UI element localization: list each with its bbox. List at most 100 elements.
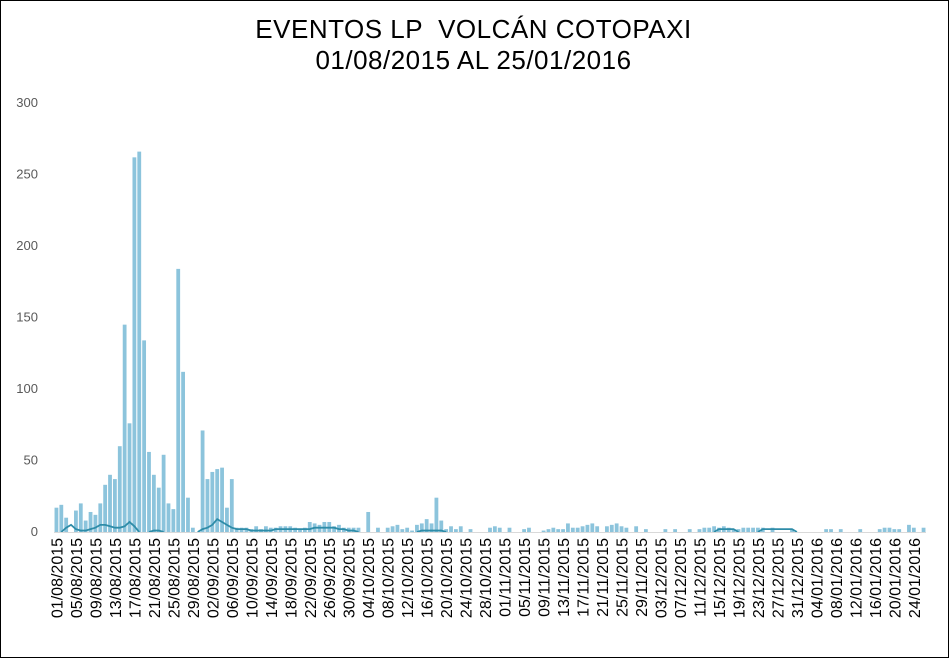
x-tick-label: 26/09/2015 [322, 538, 339, 618]
bar [190, 527, 195, 532]
x-tick-label: 06/09/2015 [225, 538, 242, 618]
bar [454, 529, 458, 532]
x-tick-label: 20/10/2015 [439, 538, 456, 618]
x-tick-label: 29/11/2015 [634, 538, 651, 617]
bar [156, 487, 161, 532]
bar [590, 523, 595, 532]
bar [570, 527, 575, 532]
bar [585, 524, 590, 532]
x-tick-label: 01/11/2015 [498, 538, 515, 617]
bar [444, 529, 449, 532]
bar [161, 454, 166, 532]
bar [522, 529, 526, 532]
bar [356, 527, 361, 532]
bar [488, 527, 492, 532]
bar [210, 471, 215, 532]
bar [624, 527, 629, 532]
bar [575, 527, 580, 532]
bar [117, 446, 122, 532]
bar [492, 526, 497, 532]
bar [307, 521, 312, 532]
bar [468, 529, 473, 532]
x-tick-label: 21/11/2015 [595, 538, 612, 617]
bar [93, 514, 98, 532]
bar [254, 526, 259, 532]
x-tick-label: 04/10/2015 [361, 538, 378, 618]
bar [824, 529, 829, 532]
bar [751, 527, 755, 532]
y-tick-label: 200 [16, 238, 38, 253]
x-tick-label: 07/12/2015 [673, 538, 690, 618]
x-tick-label: 10/09/2015 [244, 538, 261, 618]
bar [298, 529, 302, 532]
bar [838, 529, 843, 532]
bar [829, 529, 833, 532]
x-tick-label: 28/10/2015 [478, 538, 495, 618]
x-tick-label: 27/12/2015 [770, 538, 787, 618]
y-tick-label: 100 [16, 381, 38, 396]
x-tick-label: 12/10/2015 [400, 538, 417, 618]
bar [390, 526, 395, 532]
x-tick-label: 15/12/2015 [712, 538, 729, 618]
x-tick-label: 13/08/2015 [108, 538, 125, 618]
x-tick-label: 23/12/2015 [751, 538, 768, 618]
y-tick-label: 50 [24, 453, 38, 468]
y-tick-label: 0 [31, 524, 38, 539]
x-tick-label: 03/12/2015 [654, 538, 671, 618]
x-tick-label: 20/01/2016 [887, 538, 904, 618]
bar [429, 523, 434, 532]
bar [205, 479, 210, 532]
x-tick-label: 04/01/2016 [809, 538, 826, 618]
bar [137, 151, 142, 532]
bar [220, 467, 224, 532]
bar [122, 324, 127, 532]
bar [395, 524, 400, 532]
bar [74, 510, 78, 532]
bar [911, 527, 916, 532]
x-tick-label: 11/12/2015 [692, 538, 709, 617]
bar [181, 371, 185, 532]
bar [643, 529, 648, 532]
bar [434, 497, 439, 532]
bar [541, 530, 546, 532]
x-tick-label: 19/12/2015 [731, 538, 748, 618]
bar [907, 524, 911, 532]
bar [497, 527, 502, 532]
x-tick-label: 29/08/2015 [186, 538, 203, 618]
bar [405, 527, 410, 532]
x-tick-label: 24/10/2015 [459, 538, 476, 618]
bar [215, 469, 220, 532]
bar [132, 157, 137, 532]
bar [449, 526, 453, 532]
bar [127, 423, 132, 532]
x-tick-label: 25/11/2015 [615, 538, 632, 617]
y-tick-label: 300 [16, 95, 38, 110]
bar [186, 497, 190, 532]
bar [877, 529, 882, 532]
bar [507, 527, 512, 532]
bar [376, 527, 380, 532]
bar [385, 527, 390, 532]
bar [580, 526, 585, 532]
x-tick-label: 05/11/2015 [517, 538, 534, 617]
bar [566, 523, 570, 532]
bar [458, 526, 463, 532]
x-tick-label: 12/01/2016 [848, 538, 865, 618]
bar [229, 479, 234, 532]
bar [142, 340, 147, 532]
chart-subtitle: 01/08/2015 AL 25/01/2016 [315, 45, 632, 75]
bar [858, 529, 863, 532]
bar [756, 527, 760, 532]
x-tick-label: 18/09/2015 [283, 538, 300, 618]
x-tick-label: 24/01/2016 [907, 538, 924, 618]
bar [64, 517, 69, 532]
chart-title-block: EVENTOS LP VOLCÁN COTOPAXI 01/08/2015 AL… [0, 14, 947, 76]
x-tick-label: 08/01/2016 [829, 538, 846, 618]
bar [605, 526, 609, 532]
bar [887, 527, 892, 532]
bar [410, 530, 414, 532]
bar [897, 529, 902, 532]
x-tick-label: 16/10/2015 [420, 538, 437, 618]
x-tick-label: 22/09/2015 [303, 538, 320, 618]
